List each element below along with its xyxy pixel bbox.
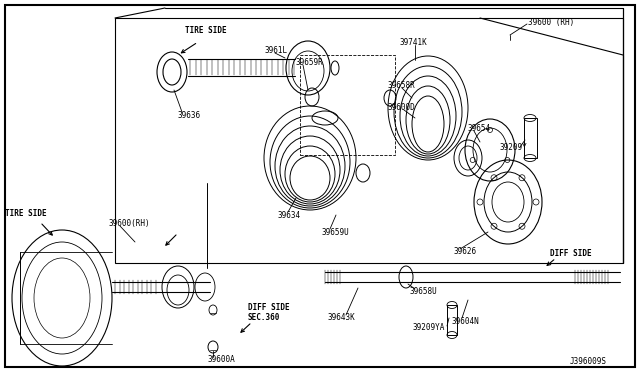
Text: DIFF SIDE: DIFF SIDE [550,248,591,257]
Text: 39209Y: 39209Y [500,142,528,151]
Bar [447,305,457,335]
Bar [300,55,395,155]
Text: J396009S: J396009S [570,357,607,366]
Text: 39658U: 39658U [410,288,438,296]
Text: 39600(RH): 39600(RH) [108,218,150,228]
Text: 39658R: 39658R [388,80,416,90]
Text: 39209YA: 39209YA [413,324,445,333]
Text: 39600 (RH): 39600 (RH) [528,17,574,26]
Text: 39654: 39654 [468,124,491,132]
Text: 39741K: 39741K [400,38,428,46]
Text: 39643K: 39643K [328,314,356,323]
Text: 3961L: 3961L [265,45,288,55]
Text: 39636: 39636 [178,110,201,119]
Text: TIRE SIDE: TIRE SIDE [5,208,47,218]
Text: 39626: 39626 [454,247,477,257]
Text: TIRE SIDE: TIRE SIDE [185,26,227,35]
Bar [115,18,623,263]
Text: 39600D: 39600D [388,103,416,112]
Text: 39600A: 39600A [208,356,236,365]
Text: 39604N: 39604N [452,317,480,327]
Text: 39659U: 39659U [322,228,349,237]
Text: DIFF SIDE: DIFF SIDE [248,302,290,311]
Text: 39634: 39634 [278,211,301,219]
Bar [524,118,537,158]
Text: SEC.360: SEC.360 [248,312,280,321]
Text: 39659R: 39659R [296,58,324,67]
